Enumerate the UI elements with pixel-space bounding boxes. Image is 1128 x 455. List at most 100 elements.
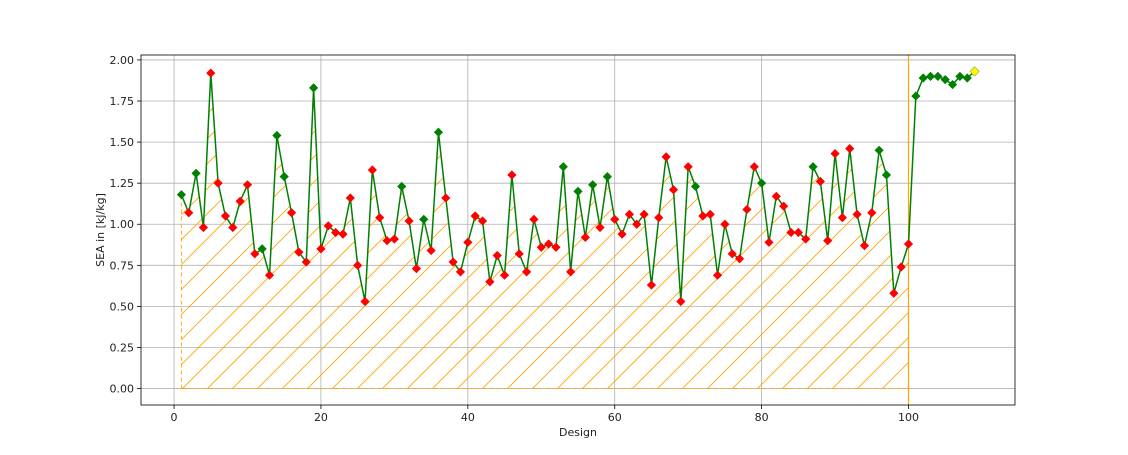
y-tick-label: 0.00 — [110, 383, 135, 396]
data-point-green — [925, 71, 936, 81]
hatch-line — [765, 73, 909, 389]
data-point-green — [257, 244, 267, 254]
y-tick-label: 1.50 — [110, 136, 135, 149]
data-point-green — [933, 71, 943, 81]
data-point-red — [536, 242, 546, 252]
data-point-red — [338, 229, 348, 239]
y-tick-label: 1.75 — [110, 95, 135, 108]
data-point-red — [646, 280, 657, 290]
x-axis-ticks: 0 20 40 60 80 100 — [171, 405, 919, 424]
y-tick-label: 0.75 — [110, 259, 135, 272]
data-point-green — [588, 180, 598, 190]
hatch-line — [1091, 55, 1128, 405]
x-tick-label: 80 — [755, 411, 769, 424]
data-point-green — [940, 75, 950, 85]
data-point-red — [411, 264, 422, 274]
data-point-green — [176, 190, 186, 200]
data-point-red — [331, 227, 341, 238]
data-point-green — [308, 83, 319, 93]
x-tick-label: 40 — [461, 411, 475, 424]
data-point-red — [477, 216, 488, 226]
data-point-red — [712, 270, 723, 280]
data-point-red — [793, 227, 803, 238]
data-point-red — [786, 227, 796, 238]
hatch-line — [665, 73, 909, 389]
data-point-red — [360, 296, 370, 307]
data-point-red — [264, 270, 275, 280]
data-point-red — [779, 201, 789, 211]
data-point-red — [617, 229, 627, 239]
data-point-green — [962, 73, 972, 83]
data-point-green — [881, 170, 892, 180]
hatch-line — [1116, 55, 1128, 405]
data-point-red — [184, 208, 194, 218]
x-axis-label: Design — [559, 426, 597, 439]
data-point-red — [551, 242, 561, 252]
x-tick-label: 100 — [898, 411, 919, 424]
data-point-red — [566, 267, 576, 277]
plot-frame — [140, 54, 1016, 406]
x-tick-label: 0 — [171, 411, 178, 424]
data-point-red — [764, 237, 774, 247]
hatch-line — [790, 73, 909, 389]
y-tick-label: 1.00 — [110, 218, 135, 231]
hatch-line — [1016, 55, 1128, 405]
data-point-red — [852, 209, 862, 219]
data-point-red — [367, 165, 377, 175]
data-point-red — [859, 241, 870, 251]
data-point-red — [580, 232, 590, 242]
hatch-line — [1066, 55, 1128, 405]
data-point-green — [602, 171, 612, 182]
data-point-green — [874, 145, 884, 155]
data-point-green — [419, 214, 429, 224]
data-point-red — [529, 214, 539, 224]
data-point-red — [624, 209, 635, 219]
data-point-red — [521, 267, 532, 277]
data-point-red — [823, 236, 833, 246]
data-point-red — [242, 180, 253, 190]
hatch-line — [740, 73, 909, 389]
data-point-red — [705, 209, 715, 219]
data-point-red — [610, 214, 620, 224]
data-point-red — [382, 236, 392, 246]
data-point-red — [720, 219, 730, 229]
data-point-red — [801, 234, 811, 244]
data-point-red — [235, 196, 245, 206]
y-tick-label: 1.25 — [110, 177, 135, 190]
data-point-red — [455, 267, 466, 277]
data-point-green — [690, 181, 701, 192]
data-point-red — [698, 211, 708, 221]
data-point-red — [661, 152, 671, 162]
series-markers — [176, 66, 980, 307]
data-point-red — [749, 162, 759, 172]
data-point-red — [220, 211, 231, 221]
data-point-red — [228, 222, 238, 233]
data-point-red — [771, 191, 781, 201]
data-point-red — [389, 234, 399, 244]
data-point-yellow — [969, 66, 980, 77]
data-point-red — [639, 209, 649, 219]
data-point-red — [683, 162, 693, 172]
plot-background — [141, 55, 1015, 405]
data-point-green — [558, 162, 568, 172]
x-tick-label: 20 — [314, 411, 328, 424]
data-point-red — [213, 178, 223, 188]
data-point-red — [375, 213, 385, 223]
y-tick-label: 2.00 — [110, 54, 135, 67]
data-point-red — [448, 257, 458, 267]
data-point-red — [742, 204, 752, 215]
data-point-red — [404, 216, 414, 226]
data-point-red — [353, 260, 363, 270]
hatch-line — [640, 73, 909, 389]
data-point-red — [668, 185, 679, 195]
data-point-red — [654, 213, 664, 223]
data-point-red — [903, 239, 914, 249]
data-point-red — [345, 193, 355, 203]
data-point-green — [279, 171, 289, 182]
data-point-red — [595, 222, 605, 233]
data-point-red — [301, 257, 311, 267]
data-point-red — [426, 245, 436, 256]
x-tick-label: 60 — [608, 411, 622, 424]
data-point-green — [808, 162, 818, 172]
